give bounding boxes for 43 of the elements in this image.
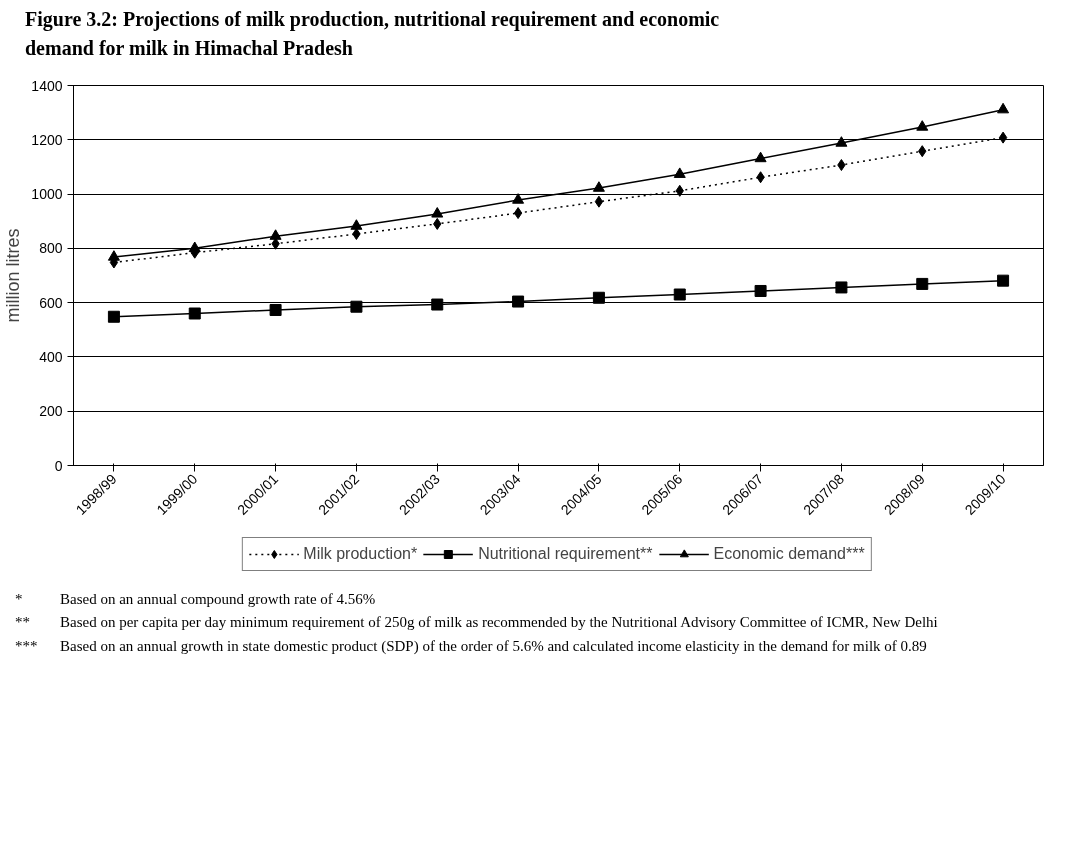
text: *** Based on an annual growth in state domestic product (SDP) of the order of 5.6% and calculated income elasticity in the demand for milk of 0.89 xyxy=(15,637,927,654)
point xyxy=(998,131,1008,144)
legend-label: Nutritional requirement** xyxy=(478,545,653,563)
point xyxy=(188,307,201,320)
point xyxy=(754,284,767,297)
point xyxy=(512,193,525,204)
point xyxy=(916,120,929,131)
point xyxy=(754,151,767,163)
y-tick-label: 1200 xyxy=(31,131,63,148)
point xyxy=(592,291,605,304)
text: * Based on an annual compound growth rate of 4.56% xyxy=(15,591,376,607)
y-tick-label: 1400 xyxy=(31,77,63,94)
point xyxy=(431,298,444,311)
legend-label: Milk production* xyxy=(303,545,418,563)
point xyxy=(107,250,120,261)
point xyxy=(513,207,523,220)
point xyxy=(431,207,444,218)
point xyxy=(269,303,282,316)
chart-title: Figure 3.2: Projections of milk production, nutritional requirement and economic demand for milk in Himachal Pradesh xyxy=(24,7,721,61)
y-tick-label: 200 xyxy=(39,403,63,420)
point xyxy=(350,300,363,313)
y-tick-label: 1000 xyxy=(31,186,63,203)
y-tick-label: 400 xyxy=(39,348,63,365)
point xyxy=(512,295,525,308)
y-tick-label: 0 xyxy=(54,457,63,474)
y-tick-label: 600 xyxy=(39,294,63,311)
point xyxy=(594,195,604,208)
point xyxy=(916,277,929,290)
point xyxy=(673,288,686,301)
point xyxy=(835,136,848,147)
point xyxy=(350,219,363,230)
y-tick-label: 800 xyxy=(39,240,63,257)
legend-label: Economic demand*** xyxy=(713,545,865,563)
point xyxy=(269,229,282,240)
point xyxy=(107,310,120,323)
point xyxy=(835,281,848,294)
point xyxy=(188,241,201,253)
point xyxy=(997,102,1010,114)
y-axis-title: million litres xyxy=(3,228,24,323)
point xyxy=(592,181,605,192)
point xyxy=(997,274,1010,287)
point xyxy=(673,167,686,178)
text: ** Based on per capita per day minimum requirement of 250g of milk as recommended by the Nutritional Advisory Committee of ICMR, New Delhi xyxy=(15,614,938,631)
